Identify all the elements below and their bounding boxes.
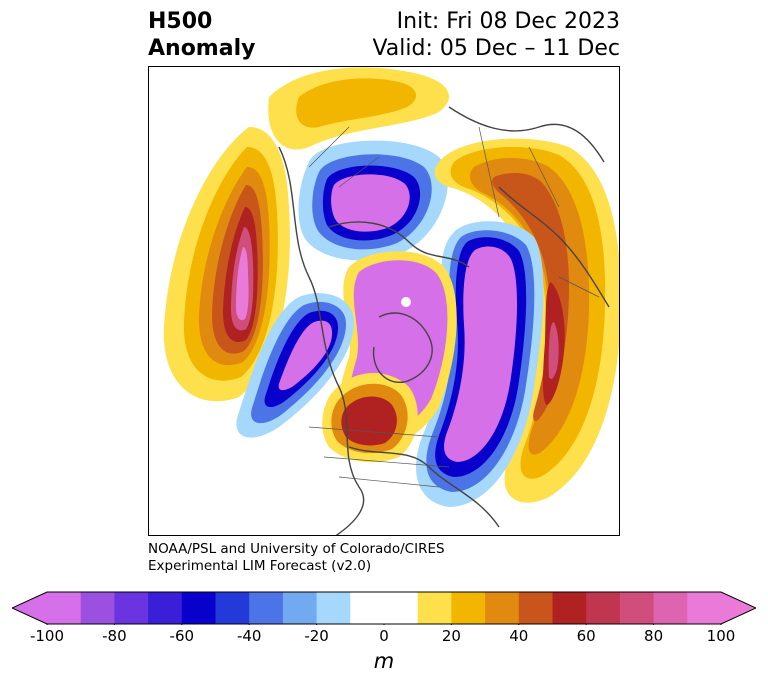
colorbar-bin [114,592,149,624]
variable-title: H500 [148,9,213,34]
colorbar-bin [47,592,82,624]
valid-range: Valid: 05 Dec – 11 Dec [372,36,620,61]
colorbar-tick-label: 100 [706,627,736,645]
colorbar-bin [417,592,452,624]
colorbar-unit: m [373,649,395,673]
colorbar-bin [148,592,183,624]
coastlines [278,106,610,535]
colorbar-tick-label: 0 [379,627,389,645]
colorbar-bin [80,592,115,624]
colorbar-bin [316,592,351,624]
colorbar-tick-label: -60 [169,627,195,645]
positive-anomaly-siberia-arctic [268,67,449,150]
colorbar-ticks: -100 -80 -60 -40 -20 0 20 40 60 80 100 [0,627,768,647]
colorbar-bin [181,592,216,624]
positive-anomaly-canada [322,373,418,463]
credit-line-2: Experimental LIM Forecast (v2.0) [148,558,372,574]
anomaly-title: Anomaly [148,36,256,61]
colorbar-bin [586,592,621,624]
forecast-dates: Init: Fri 08 Dec 2023 Valid: 05 Dec – 11… [372,8,620,62]
credit-line-1: NOAA/PSL and University of Colorado/CIRE… [148,541,445,557]
negative-anomaly-east-siberia [298,140,448,261]
colorbar-tick-label: -100 [29,627,65,645]
forecast-map [148,66,620,536]
colorbar-bin [687,592,722,624]
colorbar-extend-high [721,592,756,624]
colorbar-bin [485,592,520,624]
colorbar-tick-label: -40 [236,627,262,645]
colorbar-tick-label: 40 [509,627,529,645]
country-borders [308,126,600,488]
pole-marker [401,297,411,307]
colorbar-tick-label: 60 [576,627,596,645]
colorbar-bin [552,592,587,624]
colorbar-tick-label: -80 [102,627,127,645]
colorbar-tick-label: 20 [441,627,461,645]
colorbar [12,591,756,625]
positive-anomaly-europe [434,138,619,503]
colorbar-bin [451,592,486,624]
colorbar-extend-low [12,592,47,624]
colorbar-bin [249,592,284,624]
init-date: Init: Fri 08 Dec 2023 [396,9,620,34]
colorbar-bin [384,592,419,624]
positive-anomaly-north-pacific [163,127,290,402]
colorbar-bin [350,592,385,624]
colorbar-tick-label: -20 [304,627,329,645]
colorbar-tick-label: 80 [644,627,664,645]
colorbar-bin [282,592,318,624]
credit-text: NOAA/PSL and University of Colorado/CIRE… [148,541,445,575]
colorbar-bin [518,592,553,624]
map-title: H500 Anomaly [148,8,255,62]
anomaly-map-svg [163,67,619,535]
colorbar-bin [619,592,655,624]
colorbar-bin [653,592,688,624]
colorbar-bin [215,592,250,624]
